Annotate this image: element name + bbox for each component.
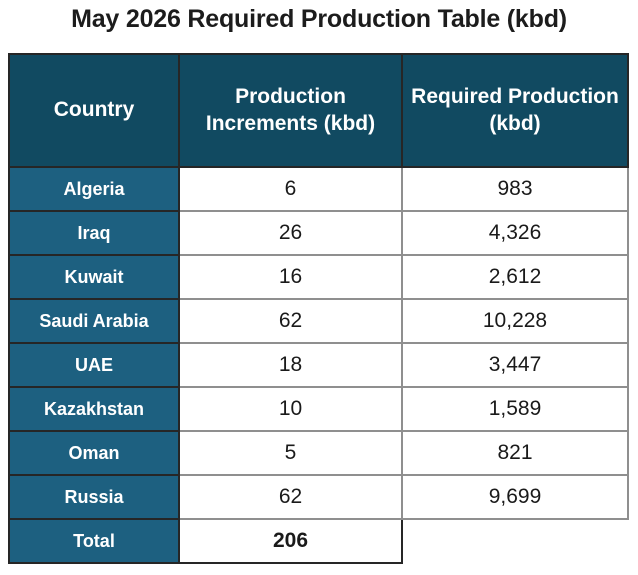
country-cell: Russia [8, 476, 180, 520]
total-row-label: Total [8, 520, 180, 564]
required-cell: 9,699 [403, 476, 629, 520]
header-required-production: Required Production (kbd) [403, 53, 629, 168]
increment-cell: 62 [180, 476, 403, 520]
required-cell: 1,589 [403, 388, 629, 432]
increment-cell: 62 [180, 300, 403, 344]
country-cell: Saudi Arabia [8, 300, 180, 344]
required-cell: 3,447 [403, 344, 629, 388]
required-cell: 821 [403, 432, 629, 476]
increment-cell: 10 [180, 388, 403, 432]
country-cell: Oman [8, 432, 180, 476]
country-cell: UAE [8, 344, 180, 388]
header-country: Country [8, 53, 180, 168]
increment-cell: 6 [180, 168, 403, 212]
country-cell: Iraq [8, 212, 180, 256]
country-cell: Kazakhstan [8, 388, 180, 432]
required-cell: 10,228 [403, 300, 629, 344]
increment-cell: 16 [180, 256, 403, 300]
required-cell: 4,326 [403, 212, 629, 256]
header-production-increments: Production Increments (kbd) [180, 53, 403, 168]
increment-cell: 26 [180, 212, 403, 256]
total-row-required-empty [403, 520, 629, 564]
required-cell: 983 [403, 168, 629, 212]
country-cell: Algeria [8, 168, 180, 212]
production-table: Country Production Increments (kbd) Requ… [8, 53, 629, 564]
total-row-increment: 206 [180, 520, 403, 564]
increment-cell: 18 [180, 344, 403, 388]
increment-cell: 5 [180, 432, 403, 476]
required-cell: 2,612 [403, 256, 629, 300]
page-title: May 2026 Required Production Table (kbd) [71, 5, 567, 33]
country-cell: Kuwait [8, 256, 180, 300]
